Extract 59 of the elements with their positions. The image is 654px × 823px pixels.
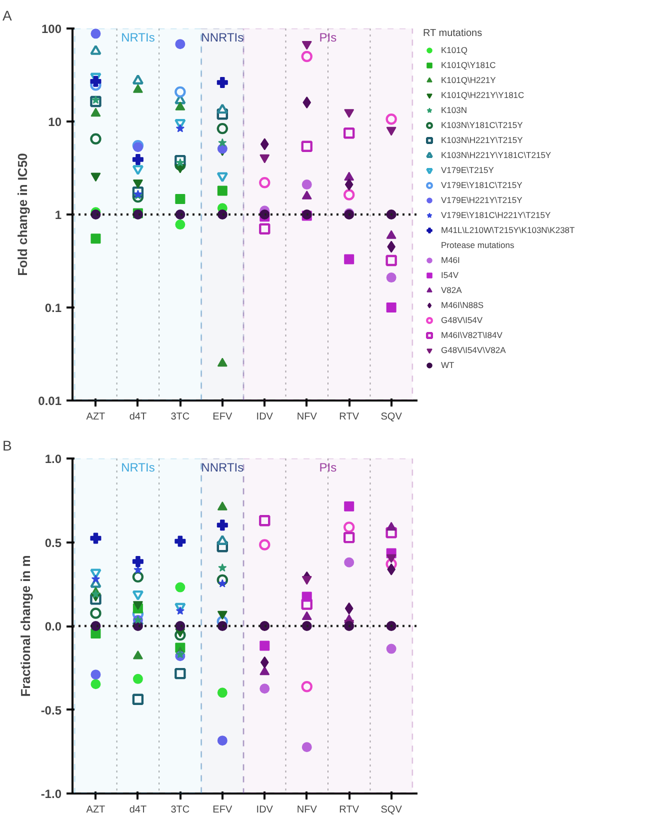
legend-label: V82A <box>441 285 462 295</box>
x-tick-label: AZT <box>86 804 106 816</box>
legend-title: RT mutations <box>423 28 484 39</box>
y-tick-label: 100 <box>41 22 62 36</box>
x-tick-label: SQV <box>380 412 402 422</box>
y-axis-title: Fractional change in m <box>18 555 33 697</box>
y-tick-label: -1.0 <box>40 787 62 801</box>
legend-label: WT <box>441 360 456 370</box>
x-tick-label: IDV <box>256 804 274 816</box>
legend-label: K103N\H221Y\Y181C\T215Y <box>441 150 552 160</box>
x-tick-label: NFV <box>296 804 318 816</box>
legend-label: G48V\I54V\V82A <box>441 345 506 355</box>
y-tick-label: 0.0 <box>44 620 62 634</box>
legend-label: K103N\Y181C\T215Y <box>441 120 523 130</box>
legend-label: K103N\H221Y\T215Y <box>441 135 523 145</box>
chart-title: A <box>2 8 12 24</box>
x-tick-label: 3TC <box>170 804 190 816</box>
x-tick-label: EFV <box>212 804 232 816</box>
band-label: NRTIs <box>121 30 155 44</box>
band-label: NRTIs <box>121 460 155 474</box>
x-tick-label: SQV <box>380 804 402 816</box>
chart-title: B <box>2 438 12 454</box>
x-tick-label: d4T <box>129 412 147 422</box>
band-label: NNRTIs <box>201 460 244 474</box>
x-tick-label: d4T <box>129 804 147 816</box>
x-tick-label: EFV <box>212 412 232 422</box>
x-tick-label: RTV <box>339 804 360 816</box>
x-tick-label: AZT <box>86 412 106 422</box>
band-label: NNRTIs <box>201 30 244 44</box>
legend-label: V179E\Y181C\T215Y <box>441 180 522 190</box>
y-tick-label: 1.0 <box>44 452 62 466</box>
legend-label: I54V <box>441 270 460 280</box>
band-label: PIs <box>319 460 337 474</box>
legend-label: K101Q\H221Y <box>441 75 496 85</box>
y-tick-label: 10 <box>48 115 62 129</box>
y-tick-label: 0.01 <box>38 394 62 408</box>
x-tick-label: RTV <box>339 412 360 422</box>
legend-label: V179E\T215Y <box>441 165 494 175</box>
legend-label: V179E\H221Y\T215Y <box>441 195 522 205</box>
x-tick-label: NFV <box>296 412 318 422</box>
y-axis-title: Fold change in IC50 <box>15 153 30 276</box>
y-tick-label: 0.1 <box>44 301 62 315</box>
legend-label: M46I\V82T\I84V <box>441 330 502 340</box>
y-tick-label: -0.5 <box>40 703 62 718</box>
y-tick-label: 1 <box>54 208 62 222</box>
legend-label: M46I <box>441 255 461 265</box>
legend-label: K103N <box>441 105 467 115</box>
legend-label: K101Q\Y181C <box>441 60 496 70</box>
text: Protease mutations <box>441 240 514 250</box>
legend-label: M41L\L210W\T215Y\K103N\K238T <box>441 225 575 235</box>
x-tick-label: IDV <box>256 412 274 422</box>
y-tick-label: 0.5 <box>44 536 62 550</box>
legend-label: M46I\N88S <box>441 300 484 310</box>
band-label: PIs <box>319 30 337 44</box>
x-tick-label: 3TC <box>170 412 190 422</box>
legend-label: K101Q\H221Y\Y181C <box>441 90 524 100</box>
legend-label: G48V\I54V <box>441 315 483 325</box>
legend-label: V179E\Y181C\H221Y\T215Y <box>441 210 551 220</box>
legend-label: K101Q <box>441 45 468 55</box>
